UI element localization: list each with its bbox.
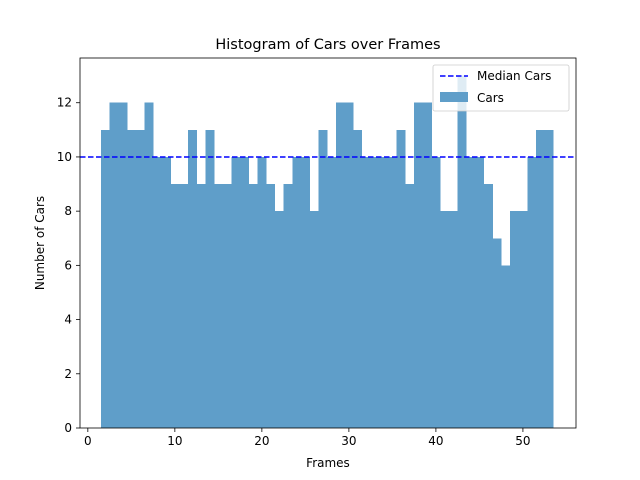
x-tick-label-10: 10: [167, 434, 182, 448]
x-tick-label-0: 0: [84, 434, 92, 448]
bar-frame-36: [396, 129, 406, 429]
bar-frame-32: [361, 156, 371, 428]
x-axis-label: Frames: [306, 456, 350, 470]
bar-frame-45: [475, 156, 485, 428]
bar-frame-33: [370, 156, 380, 428]
bar-frame-6: [135, 129, 145, 429]
axes-frame: [79, 57, 577, 429]
bar-frame-50: [518, 211, 528, 428]
bar-frame-28: [327, 156, 337, 428]
bar-frame-14: [205, 129, 215, 429]
bar-frame-37: [405, 184, 415, 428]
bar-frame-31: [353, 129, 363, 429]
bar-frame-38: [414, 102, 424, 428]
bar-frame-39: [422, 102, 432, 428]
bar-frame-17: [231, 156, 241, 428]
bar-frame-10: [170, 184, 180, 428]
bar-frame-18: [240, 156, 250, 428]
bar-frame-53: [544, 129, 554, 429]
bar-frame-2: [100, 129, 110, 429]
x-tick-label-50: 50: [515, 434, 530, 448]
y-tick-label-12: 12: [57, 96, 72, 110]
bar-frame-52: [535, 129, 545, 429]
bar-frame-29: [335, 102, 345, 428]
y-tick-label-6: 6: [64, 258, 72, 272]
bar-frame-11: [179, 184, 189, 428]
bar-frame-21: [266, 184, 276, 428]
bar-frame-5: [126, 129, 136, 429]
bar-frame-51: [527, 156, 537, 428]
chart-title: Histogram of Cars over Frames: [215, 37, 440, 53]
y-axis-label: Number of Cars: [33, 196, 47, 290]
bar-frame-20: [257, 156, 267, 428]
bar-frame-30: [344, 102, 354, 428]
bar-frame-26: [309, 211, 319, 428]
legend-cars-label: Cars: [477, 91, 504, 105]
bar-frame-19: [248, 184, 258, 428]
x-tick-label-20: 20: [254, 434, 269, 448]
bar-frame-44: [466, 156, 476, 428]
bar-frame-43: [457, 75, 467, 428]
bar-frame-42: [448, 211, 458, 428]
bar-frame-35: [388, 156, 398, 428]
bar-frame-7: [144, 102, 154, 428]
bar-frame-40: [431, 156, 441, 428]
bar-frame-9: [161, 156, 171, 428]
bar-frame-23: [283, 184, 293, 428]
bar-frame-22: [274, 211, 284, 428]
bar-frame-16: [222, 184, 232, 428]
y-tick-label-4: 4: [64, 313, 72, 327]
bar-frame-34: [379, 156, 389, 428]
bar-frame-46: [483, 184, 493, 428]
bar-frame-41: [440, 211, 450, 428]
bar-frame-12: [187, 129, 197, 429]
bar-frame-8: [153, 156, 163, 428]
x-tick-label-30: 30: [341, 434, 356, 448]
y-tick-label-8: 8: [64, 204, 72, 218]
y-tick-label-0: 0: [64, 421, 72, 435]
bar-frame-15: [214, 184, 224, 428]
plot-area: 0 10 20 30 40 50 0 2 4 6 8 10 12 Median Cars Cars: [57, 57, 577, 448]
bar-frame-3: [109, 102, 119, 428]
bar-frame-13: [196, 184, 206, 428]
bar-frame-24: [292, 156, 302, 428]
bar-frame-27: [318, 129, 328, 429]
bar-frame-47: [492, 238, 502, 428]
bar-frame-49: [509, 211, 519, 428]
bar-frame-4: [118, 102, 128, 428]
y-tick-label-10: 10: [57, 150, 72, 164]
bar-frame-48: [501, 265, 511, 428]
legend-cars-swatch: [440, 92, 468, 102]
x-tick-label-40: 40: [428, 434, 443, 448]
legend-median-label: Median Cars: [477, 69, 551, 83]
y-tick-label-2: 2: [64, 367, 72, 381]
bar-frame-25: [301, 156, 311, 428]
